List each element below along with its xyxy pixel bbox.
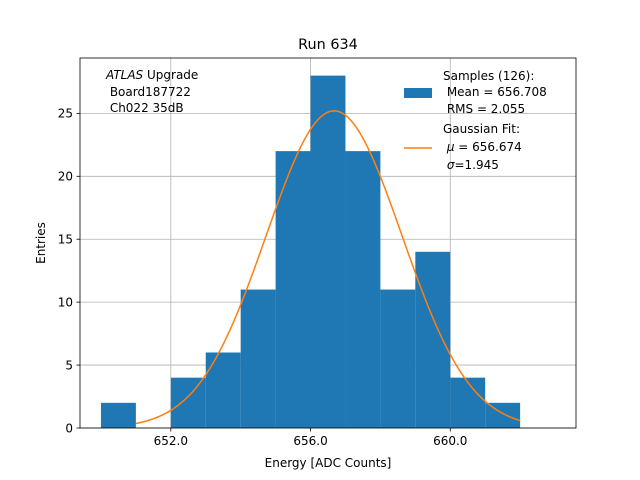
histogram-bar <box>310 75 346 428</box>
x-tick-label: 656.0 <box>293 434 327 448</box>
y-tick-label: 20 <box>58 170 73 184</box>
histogram-bar <box>485 402 521 428</box>
x-axis-label: Energy [ADC Counts] <box>265 456 392 470</box>
mu-symbol: μ <box>446 140 455 154</box>
legend: Samples (126): Mean = 656.708 RMS = 2.05… <box>404 69 547 172</box>
legend-samples-rms: RMS = 2.055 <box>443 102 525 116</box>
x-tick-label: 652.0 <box>154 434 188 448</box>
histogram-bar <box>240 289 276 428</box>
y-tick-label: 5 <box>65 358 73 372</box>
y-axis-ticks: 0 5 10 15 20 25 <box>58 107 80 435</box>
legend-fit-mu: μ = 656.674 <box>443 140 522 154</box>
legend-fit-label: Gaussian Fit: <box>443 122 520 136</box>
sigma-symbol: σ <box>447 158 455 172</box>
channel-label: Ch022 35dB <box>106 101 184 115</box>
plot-frame <box>79 57 577 429</box>
histogram-bar <box>205 352 241 428</box>
y-tick-label: 10 <box>58 295 73 309</box>
mu-value: = 656.674 <box>454 140 521 154</box>
upgrade-label: Upgrade <box>143 68 198 82</box>
gaussian-fit-curve <box>135 110 521 425</box>
histogram-bar <box>380 289 416 428</box>
legend-samples-label: Samples (126): <box>443 69 534 83</box>
legend-samples-swatch <box>404 88 432 98</box>
x-axis-ticks: 652.0 656.0 660.0 <box>154 428 467 448</box>
chart-title: Run 634 <box>298 37 358 53</box>
histogram-bar <box>170 377 206 428</box>
board-label: Board187722 <box>106 85 191 99</box>
legend-fit-sigma: σ=1.945 <box>443 158 499 172</box>
y-tick-label: 0 <box>65 421 73 435</box>
sigma-value: =1.945 <box>454 158 498 172</box>
legend-samples-mean: Mean = 656.708 <box>443 85 547 99</box>
histogram-bar <box>275 151 311 428</box>
y-tick-label: 15 <box>58 233 73 247</box>
x-tick-label: 660.0 <box>433 434 467 448</box>
y-tick-label: 25 <box>58 107 73 121</box>
y-axis-label: Entries <box>34 222 48 264</box>
histogram-bar <box>100 402 136 428</box>
histogram-bar <box>450 377 486 428</box>
histogram-bars <box>100 75 521 428</box>
atlas-label: ATLAS <box>105 68 144 82</box>
atlas-annotation-line1: ATLAS Upgrade <box>105 68 198 82</box>
histogram-bar <box>345 151 381 428</box>
histogram-bar <box>415 251 451 428</box>
